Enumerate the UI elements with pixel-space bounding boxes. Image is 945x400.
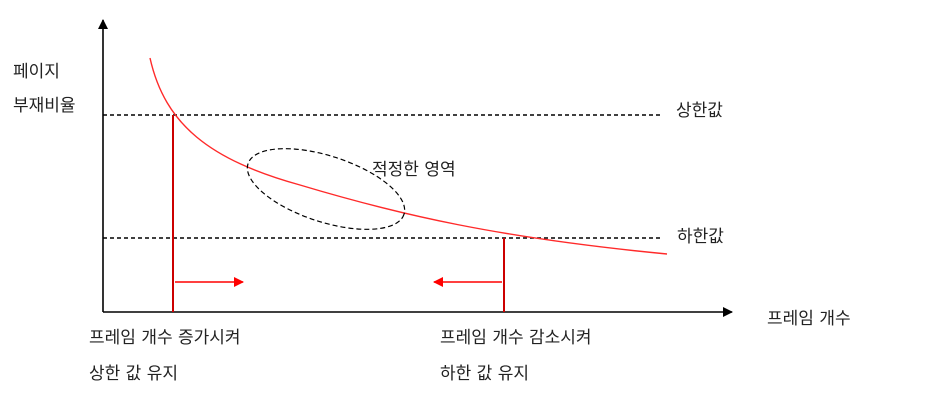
y-axis-label-line2: 부재비율 xyxy=(13,96,76,116)
left-note-line1: 프레임 개수 증가시켜 xyxy=(89,328,241,348)
right-note-line2: 하한 값 유지 xyxy=(440,364,530,384)
optimal-region-ellipse xyxy=(246,148,406,230)
page-fault-curve xyxy=(149,57,668,255)
optimal-region-label: 적정한 영역 xyxy=(372,160,456,180)
left-note-line2: 상한 값 유지 xyxy=(89,364,179,384)
lower-bound-label: 하한값 xyxy=(677,227,724,247)
x-axis-label: 프레임 개수 xyxy=(767,309,851,329)
right-note-line1: 프레임 개수 감소시켜 xyxy=(440,328,592,348)
upper-bound-label: 상한값 xyxy=(676,101,723,121)
y-axis-label-line1: 페이지 xyxy=(13,62,60,82)
